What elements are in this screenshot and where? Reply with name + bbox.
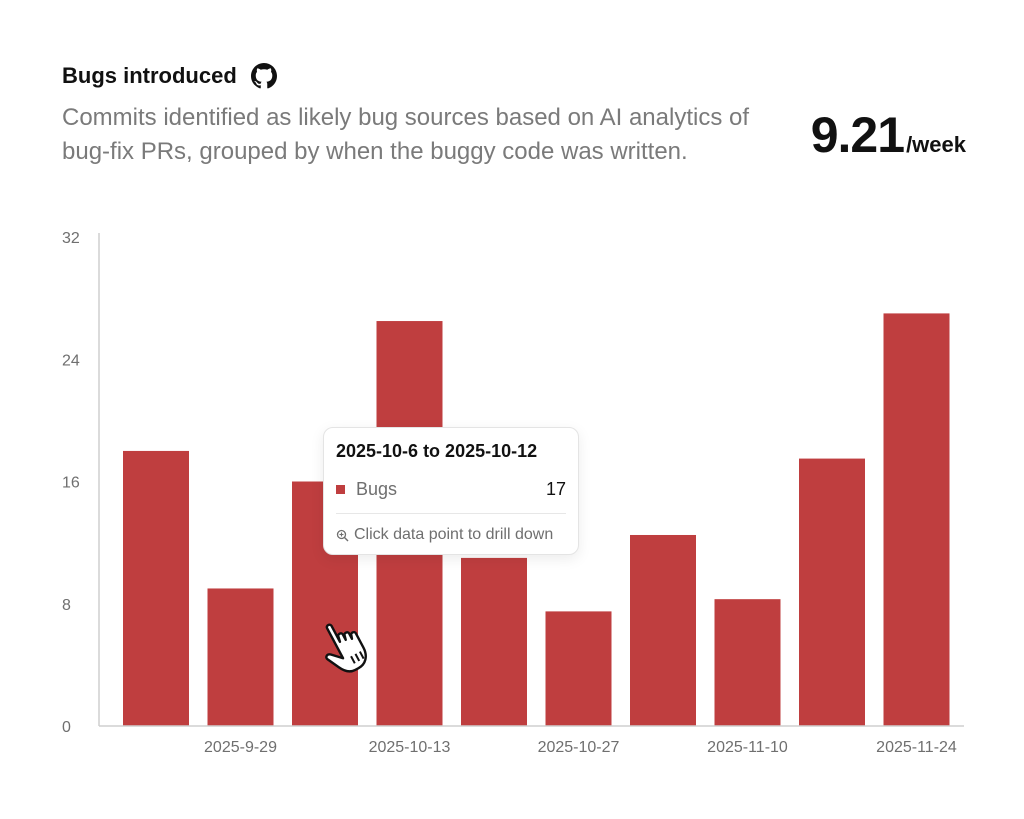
x-axis-ticks: 2025-9-29 2025-10-13 2025-10-27 2025-11-10 2… bbox=[204, 739, 957, 756]
tooltip-hint-text: Click data point to drill down bbox=[354, 526, 554, 543]
y-axis-ticks: 0 8 16 24 32 bbox=[62, 230, 80, 736]
tooltip-divider bbox=[336, 513, 566, 514]
zoom-in-icon bbox=[336, 529, 349, 542]
kpi: 9.21 /week bbox=[811, 106, 966, 164]
y-tick-label: 8 bbox=[62, 597, 71, 614]
series-swatch bbox=[336, 485, 345, 494]
tooltip-title: 2025-10-6 to 2025-10-12 bbox=[336, 441, 538, 461]
x-tick-label: 2025-11-10 bbox=[707, 739, 788, 756]
tooltip-row: Bugs 17 bbox=[336, 479, 566, 500]
bar-2025-9-22[interactable] bbox=[123, 450, 189, 726]
y-tick-label: 0 bbox=[62, 719, 71, 736]
bar-2025-11-17[interactable] bbox=[799, 458, 865, 726]
bar-2025-11-24[interactable] bbox=[883, 313, 950, 726]
y-tick-label: 24 bbox=[62, 352, 80, 369]
x-tick-label: 2025-9-29 bbox=[204, 739, 277, 756]
x-tick-label: 2025-10-13 bbox=[369, 739, 451, 756]
chart-title: Bugs introduced bbox=[62, 63, 237, 88]
bar-2025-10-20[interactable] bbox=[461, 557, 527, 726]
bar-2025-10-27[interactable] bbox=[545, 611, 612, 726]
x-tick-label: 2025-10-27 bbox=[538, 739, 620, 756]
tooltip-hint: Click data point to drill down bbox=[336, 526, 553, 544]
y-tick-label: 16 bbox=[62, 475, 80, 492]
bar-2025-11-10[interactable] bbox=[714, 599, 781, 726]
kpi-unit: /week bbox=[906, 132, 966, 157]
kpi-value: 9.21 bbox=[810, 107, 905, 163]
x-tick-label: 2025-11-24 bbox=[876, 739, 957, 756]
chart-subtitle: Commits identified as likely bug sources… bbox=[62, 104, 750, 165]
bar-2025-9-29[interactable] bbox=[207, 588, 274, 726]
title-row: Bugs introduced bbox=[62, 63, 277, 89]
tooltip-series-name: Bugs bbox=[356, 479, 398, 499]
bar-2025-11-3[interactable] bbox=[630, 534, 696, 726]
y-tick-label: 32 bbox=[62, 230, 80, 247]
github-icon[interactable] bbox=[250, 63, 277, 89]
hand-cursor-icon bbox=[318, 616, 372, 678]
chart-tooltip: 2025-10-6 to 2025-10-12 Bugs 17 Click da… bbox=[323, 427, 579, 555]
tooltip-value: 17 bbox=[545, 479, 566, 499]
